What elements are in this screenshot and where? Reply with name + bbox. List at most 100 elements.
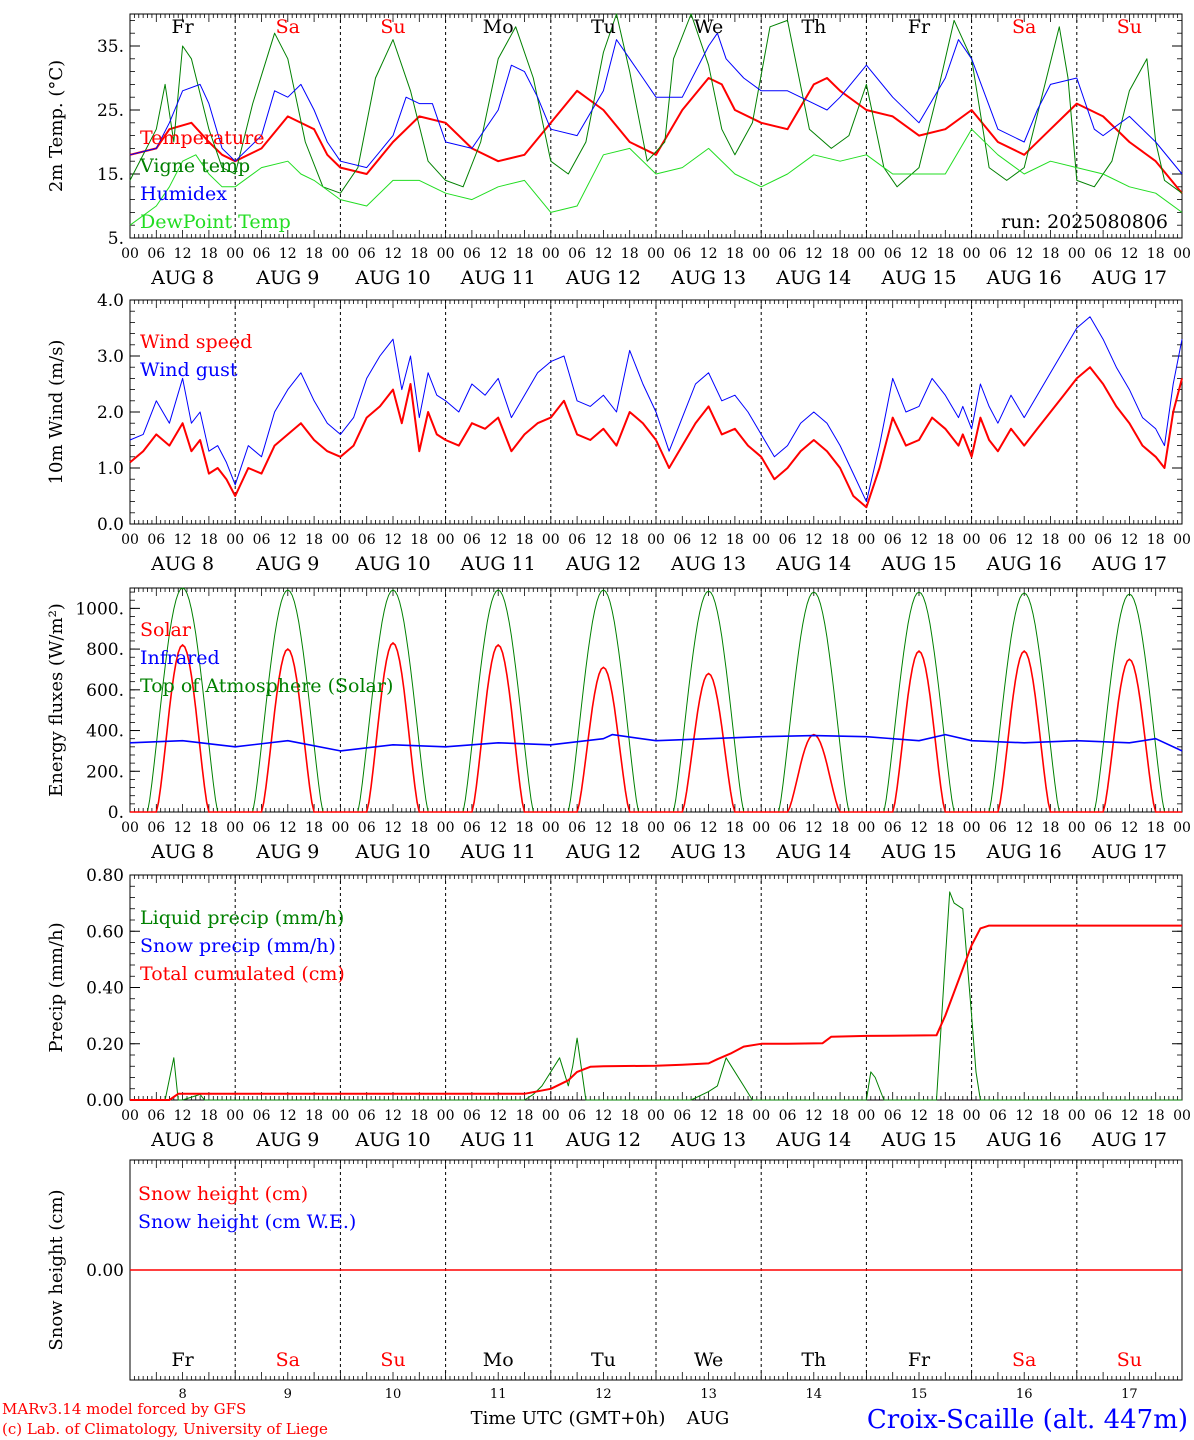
- hour-tick-label: 00: [1173, 246, 1191, 262]
- model-credit: MARv3.14 model forced by GFS: [2, 1400, 246, 1418]
- hour-tick-label: 18: [305, 1108, 323, 1124]
- hour-tick-label: 18: [516, 820, 534, 836]
- day-date-label: AUG 10: [354, 841, 430, 863]
- y-tick-label: 5.: [108, 229, 124, 249]
- hour-tick-label: 18: [726, 820, 744, 836]
- y-tick-label: 0.80: [86, 866, 124, 886]
- y-axis-label: 2m Temp. (°C): [46, 60, 67, 192]
- hour-tick-label: 00: [963, 246, 981, 262]
- hour-tick-label: 00: [1068, 820, 1086, 836]
- hour-tick-label: 06: [358, 820, 376, 836]
- day-name-label: Th: [801, 16, 826, 38]
- y-axis-label: 10m Wind (m/s): [46, 340, 67, 485]
- day-date-label: AUG 13: [670, 841, 746, 863]
- hour-tick-label: 00: [331, 246, 349, 262]
- hour-tick-label: 06: [779, 820, 797, 836]
- hour-tick-label: 12: [910, 246, 928, 262]
- hour-tick-label: 06: [358, 246, 376, 262]
- y-tick-label: 0.20: [86, 1035, 124, 1055]
- hour-tick-label: 00: [647, 1108, 665, 1124]
- hour-tick-label: 18: [621, 1108, 639, 1124]
- hour-tick-label: 12: [700, 1108, 718, 1124]
- temperature-frame: [129, 13, 1183, 239]
- hour-tick-label: 12: [384, 1108, 402, 1124]
- day-date-label: AUG 8: [150, 267, 214, 289]
- hour-tick-label: 06: [147, 532, 165, 548]
- y-tick-label: 25.: [97, 101, 124, 121]
- hour-tick-label: 00: [121, 532, 139, 548]
- infrared-line: [129, 733, 1183, 752]
- y-tick-label: 3.0: [97, 347, 124, 367]
- hour-tick-label: 00: [437, 246, 455, 262]
- legend-entry: DewPoint Temp: [140, 211, 291, 233]
- day-name-label: Tu: [591, 1349, 616, 1371]
- day-date-label: AUG 9: [255, 267, 319, 289]
- hour-tick-label: 18: [516, 532, 534, 548]
- hour-tick-label: 06: [989, 1108, 1007, 1124]
- hour-tick-label: 12: [1120, 1108, 1138, 1124]
- hour-tick-label: 00: [331, 1108, 349, 1124]
- hour-tick-label: 06: [568, 532, 586, 548]
- hour-tick-label: 12: [700, 246, 718, 262]
- day-number-label: 11: [490, 1387, 507, 1402]
- day-name-label: Fr: [171, 1349, 194, 1371]
- day-date-label: AUG 14: [775, 553, 851, 575]
- y-axis-label: Precip (mm/h): [46, 922, 67, 1052]
- y-tick-label: 200.: [86, 762, 124, 782]
- day-date-label: AUG 8: [150, 841, 214, 863]
- hour-tick-label: 06: [673, 1108, 691, 1124]
- hour-tick-label: 00: [1173, 1108, 1191, 1124]
- hour-tick-label: 00: [963, 1108, 981, 1124]
- temperature-line: [129, 77, 1183, 194]
- day-name-label: We: [694, 16, 723, 38]
- hour-tick-label: 18: [200, 246, 218, 262]
- hour-tick-label: 12: [910, 532, 928, 548]
- hour-tick-label: 00: [752, 246, 770, 262]
- hour-tick-label: 00: [1068, 246, 1086, 262]
- legend-entry: Snow height (cm): [138, 1183, 308, 1205]
- day-date-label: AUG 15: [880, 1129, 956, 1151]
- hour-tick-label: 18: [726, 532, 744, 548]
- hour-tick-label: 06: [463, 246, 481, 262]
- legend-entry: Liquid precip (mm/h): [140, 907, 344, 929]
- day-date-label: AUG 11: [460, 1129, 536, 1151]
- hour-tick-label: 12: [279, 1108, 297, 1124]
- hour-tick-label: 12: [174, 246, 192, 262]
- y-axis-label: Snow height (cm): [46, 1189, 67, 1350]
- precip-panel: 0.00 0.20 0.40 0.60 0.80 Precip (mm/h) Liquid …: [46, 866, 1191, 1151]
- day-number-label: 9: [284, 1387, 292, 1402]
- hour-tick-label: 12: [1120, 246, 1138, 262]
- day-date-label: AUG 14: [775, 841, 851, 863]
- hour-tick-label: 12: [1015, 532, 1033, 548]
- day-name-label: Tu: [591, 16, 616, 38]
- day-name-label: We: [694, 1349, 723, 1371]
- y-tick-label: 2.0: [97, 403, 124, 423]
- day-number-label: 12: [595, 1387, 612, 1402]
- hour-tick-label: 12: [805, 246, 823, 262]
- hour-tick-label: 18: [831, 246, 849, 262]
- day-date-label: AUG 13: [670, 1129, 746, 1151]
- day-date-label: AUG 11: [460, 553, 536, 575]
- hour-tick-label: 12: [279, 820, 297, 836]
- legend-entry: Infrared: [140, 647, 220, 669]
- temperature-panel: 5. 15. 25. 35. 2m Temp. (°C) Temperature Vigne…: [46, 13, 1191, 289]
- day-date-label: AUG 15: [880, 841, 956, 863]
- day-date-label: AUG 17: [1091, 841, 1167, 863]
- y-tick-label: 4.0: [97, 291, 124, 311]
- hour-tick-label: 06: [779, 1108, 797, 1124]
- dewpoint-temp-line: [129, 128, 1183, 226]
- hour-tick-label: 06: [779, 246, 797, 262]
- y-tick-label: 0.40: [86, 979, 124, 999]
- y-tick-label: 1.0: [97, 459, 124, 479]
- hour-tick-label: 12: [489, 532, 507, 548]
- hour-tick-label: 18: [726, 246, 744, 262]
- day-date-label: AUG 11: [460, 841, 536, 863]
- hour-tick-label: 18: [410, 1108, 428, 1124]
- hour-tick-label: 18: [1147, 1108, 1165, 1124]
- hour-tick-label: 00: [437, 820, 455, 836]
- hour-tick-label: 06: [884, 246, 902, 262]
- hour-tick-label: 18: [410, 820, 428, 836]
- hour-tick-label: 18: [1042, 532, 1060, 548]
- hour-tick-label: 18: [726, 1108, 744, 1124]
- hour-tick-label: 18: [200, 532, 218, 548]
